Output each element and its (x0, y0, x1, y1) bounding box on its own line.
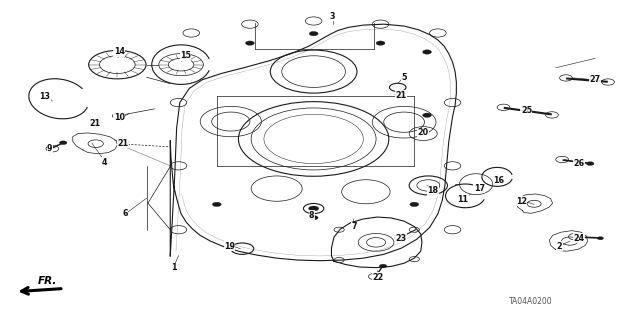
Text: 3: 3 (330, 12, 335, 21)
Text: 23: 23 (396, 234, 406, 243)
Text: 21: 21 (90, 119, 100, 128)
Circle shape (586, 162, 594, 166)
Circle shape (376, 41, 385, 45)
Circle shape (60, 141, 67, 145)
Text: 21: 21 (118, 138, 129, 148)
Circle shape (410, 202, 419, 207)
Text: 10: 10 (114, 113, 125, 122)
Text: 20: 20 (417, 129, 428, 137)
Text: 19: 19 (224, 242, 235, 251)
Circle shape (212, 202, 221, 207)
Circle shape (309, 215, 318, 220)
Text: FR.: FR. (38, 276, 57, 286)
Text: 2: 2 (557, 242, 563, 251)
Text: 25: 25 (521, 106, 532, 115)
Text: 8: 8 (309, 211, 314, 220)
Text: 12: 12 (516, 197, 527, 206)
Text: 24: 24 (574, 234, 585, 243)
Circle shape (309, 32, 318, 36)
Text: 22: 22 (372, 273, 383, 282)
Circle shape (380, 264, 387, 268)
Circle shape (422, 113, 431, 117)
Text: 14: 14 (114, 48, 125, 56)
Text: 13: 13 (39, 92, 50, 101)
Text: 4: 4 (102, 158, 108, 167)
Text: 11: 11 (457, 195, 468, 204)
Text: 27: 27 (589, 75, 600, 84)
Text: 9: 9 (47, 144, 52, 152)
Text: 15: 15 (180, 51, 191, 60)
Text: 16: 16 (493, 176, 504, 185)
Text: TA04A0200: TA04A0200 (508, 297, 552, 306)
Circle shape (597, 237, 604, 240)
Circle shape (422, 50, 431, 54)
Text: 21: 21 (396, 91, 406, 100)
Text: 5: 5 (401, 73, 407, 82)
Text: 1: 1 (171, 263, 176, 272)
Text: 6: 6 (122, 209, 128, 219)
Circle shape (308, 206, 319, 211)
Text: 18: 18 (428, 186, 438, 195)
Text: 26: 26 (574, 160, 585, 168)
Circle shape (246, 41, 254, 45)
Text: 7: 7 (351, 222, 356, 231)
Text: 17: 17 (474, 184, 485, 193)
